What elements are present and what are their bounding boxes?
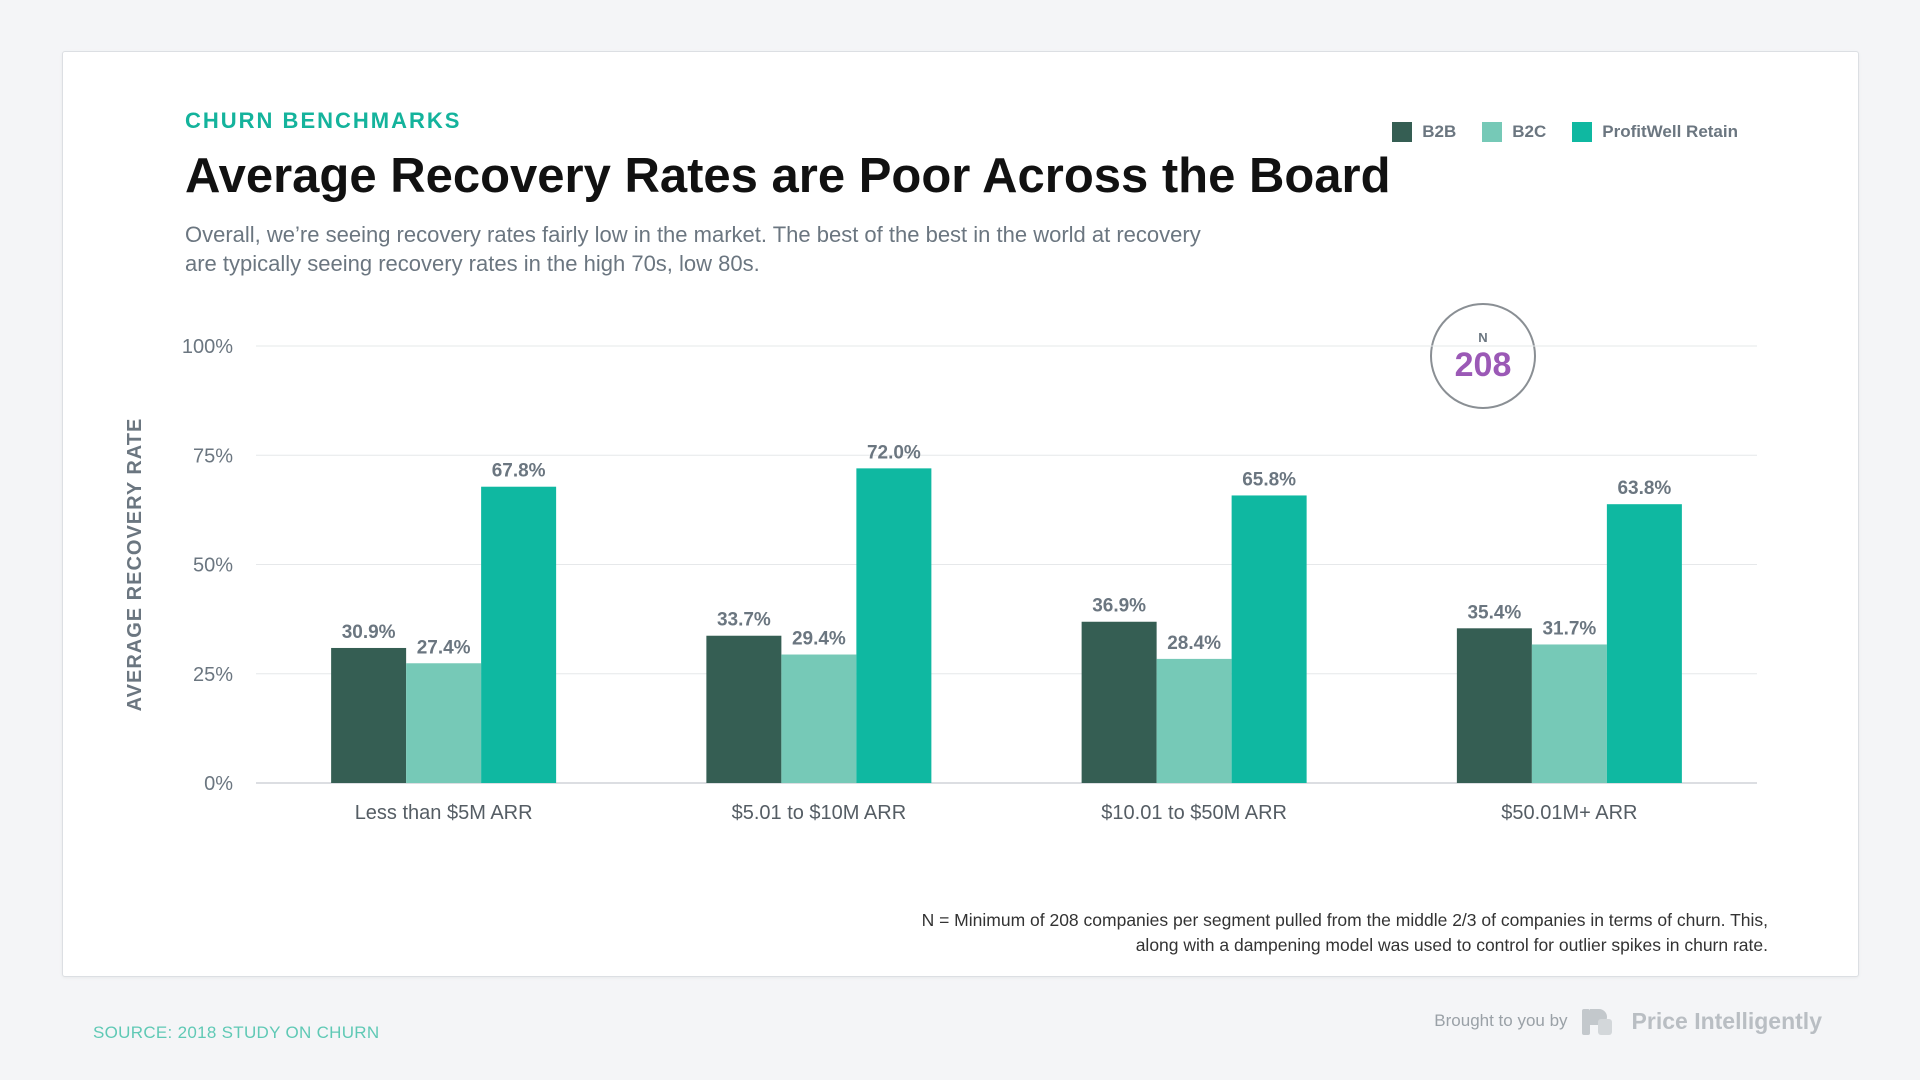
legend-label-b2c: B2C: [1512, 122, 1547, 141]
bar-data-label: 29.4%: [792, 629, 846, 650]
y-tick-label: 75%: [193, 445, 233, 467]
bar: [406, 663, 482, 783]
legend-swatch-b2c: [1482, 122, 1503, 142]
bar-data-label: 72.0%: [867, 442, 921, 463]
sample-size-badge: N 208: [1430, 303, 1536, 409]
legend-swatch-b2b: [1392, 122, 1413, 142]
bar-data-label: 63.8%: [1617, 478, 1671, 499]
x-tick-label: $5.01 to $10M ARR: [732, 802, 907, 824]
y-tick-label: 25%: [193, 664, 233, 686]
x-tick-label: Less than $5M ARR: [355, 802, 533, 824]
y-tick-label: 0%: [204, 773, 233, 795]
bar-data-label: 27.4%: [417, 637, 471, 658]
bar: [1156, 658, 1232, 783]
page-subtitle: Overall, we’re seeing recovery rates fai…: [185, 222, 1201, 276]
bar: [706, 635, 782, 783]
chart-card: CHURN BENCHMARKS Average Recovery Rates …: [62, 51, 1859, 977]
source-label: SOURCE: 2018 STUDY ON CHURN: [93, 1023, 380, 1042]
legend-item-b2b: B2B: [1392, 122, 1456, 142]
y-tick-label: 50%: [193, 555, 233, 577]
bar-data-label: 36.9%: [1092, 596, 1146, 617]
y-axis-title: AVERAGE RECOVERY RATE: [124, 418, 146, 712]
legend-swatch-retain: [1572, 122, 1593, 142]
bar: [1231, 495, 1307, 783]
bar: [1456, 628, 1532, 783]
y-tick-label: 100%: [182, 336, 233, 358]
bar: [1081, 621, 1157, 783]
brand-name: Price Intelligently: [1631, 1007, 1822, 1034]
page-title: Average Recovery Rates are Poor Across t…: [185, 149, 1391, 203]
brand-credit: Brought to you by Price Intelligently: [1434, 1005, 1822, 1037]
bar-data-label: 65.8%: [1242, 469, 1296, 490]
bar: [331, 647, 407, 783]
footnote: N = Minimum of 208 companies per segment…: [921, 910, 1768, 955]
bar: [856, 468, 932, 783]
bar-data-label: 31.7%: [1542, 618, 1596, 639]
bar-data-label: 33.7%: [717, 610, 771, 631]
bar-data-label: 67.8%: [492, 461, 546, 482]
bar-data-label: 35.4%: [1467, 602, 1521, 623]
eyebrow-label: CHURN BENCHMARKS: [185, 108, 462, 133]
bar-data-label: 28.4%: [1167, 633, 1221, 654]
legend-label-b2b: B2B: [1422, 122, 1457, 141]
bar: [1531, 644, 1607, 783]
bar: [1606, 504, 1682, 783]
legend-item-b2c: B2C: [1482, 122, 1546, 142]
sample-size-label: N: [1478, 329, 1488, 345]
chart-legend: B2B B2C ProfitWell Retain: [1392, 122, 1738, 142]
x-tick-label: $50.01M+ ARR: [1501, 802, 1637, 824]
legend-label-retain: ProfitWell Retain: [1602, 122, 1738, 141]
legend-item-retain: ProfitWell Retain: [1572, 122, 1738, 142]
bar: [481, 486, 557, 783]
bar-chart: 0% 25% 50% 75% 100% AVERAGE RECOVERY RATE 30.9…: [124, 336, 1757, 824]
bar-data-label: 30.9%: [342, 622, 396, 643]
sample-size-value: 208: [1454, 345, 1512, 384]
bar: [781, 654, 857, 783]
brand-prefix: Brought to you by: [1434, 1011, 1568, 1030]
x-tick-label: $10.01 to $50M ARR: [1101, 802, 1287, 824]
price-intelligently-logo-icon: [1580, 1005, 1614, 1037]
